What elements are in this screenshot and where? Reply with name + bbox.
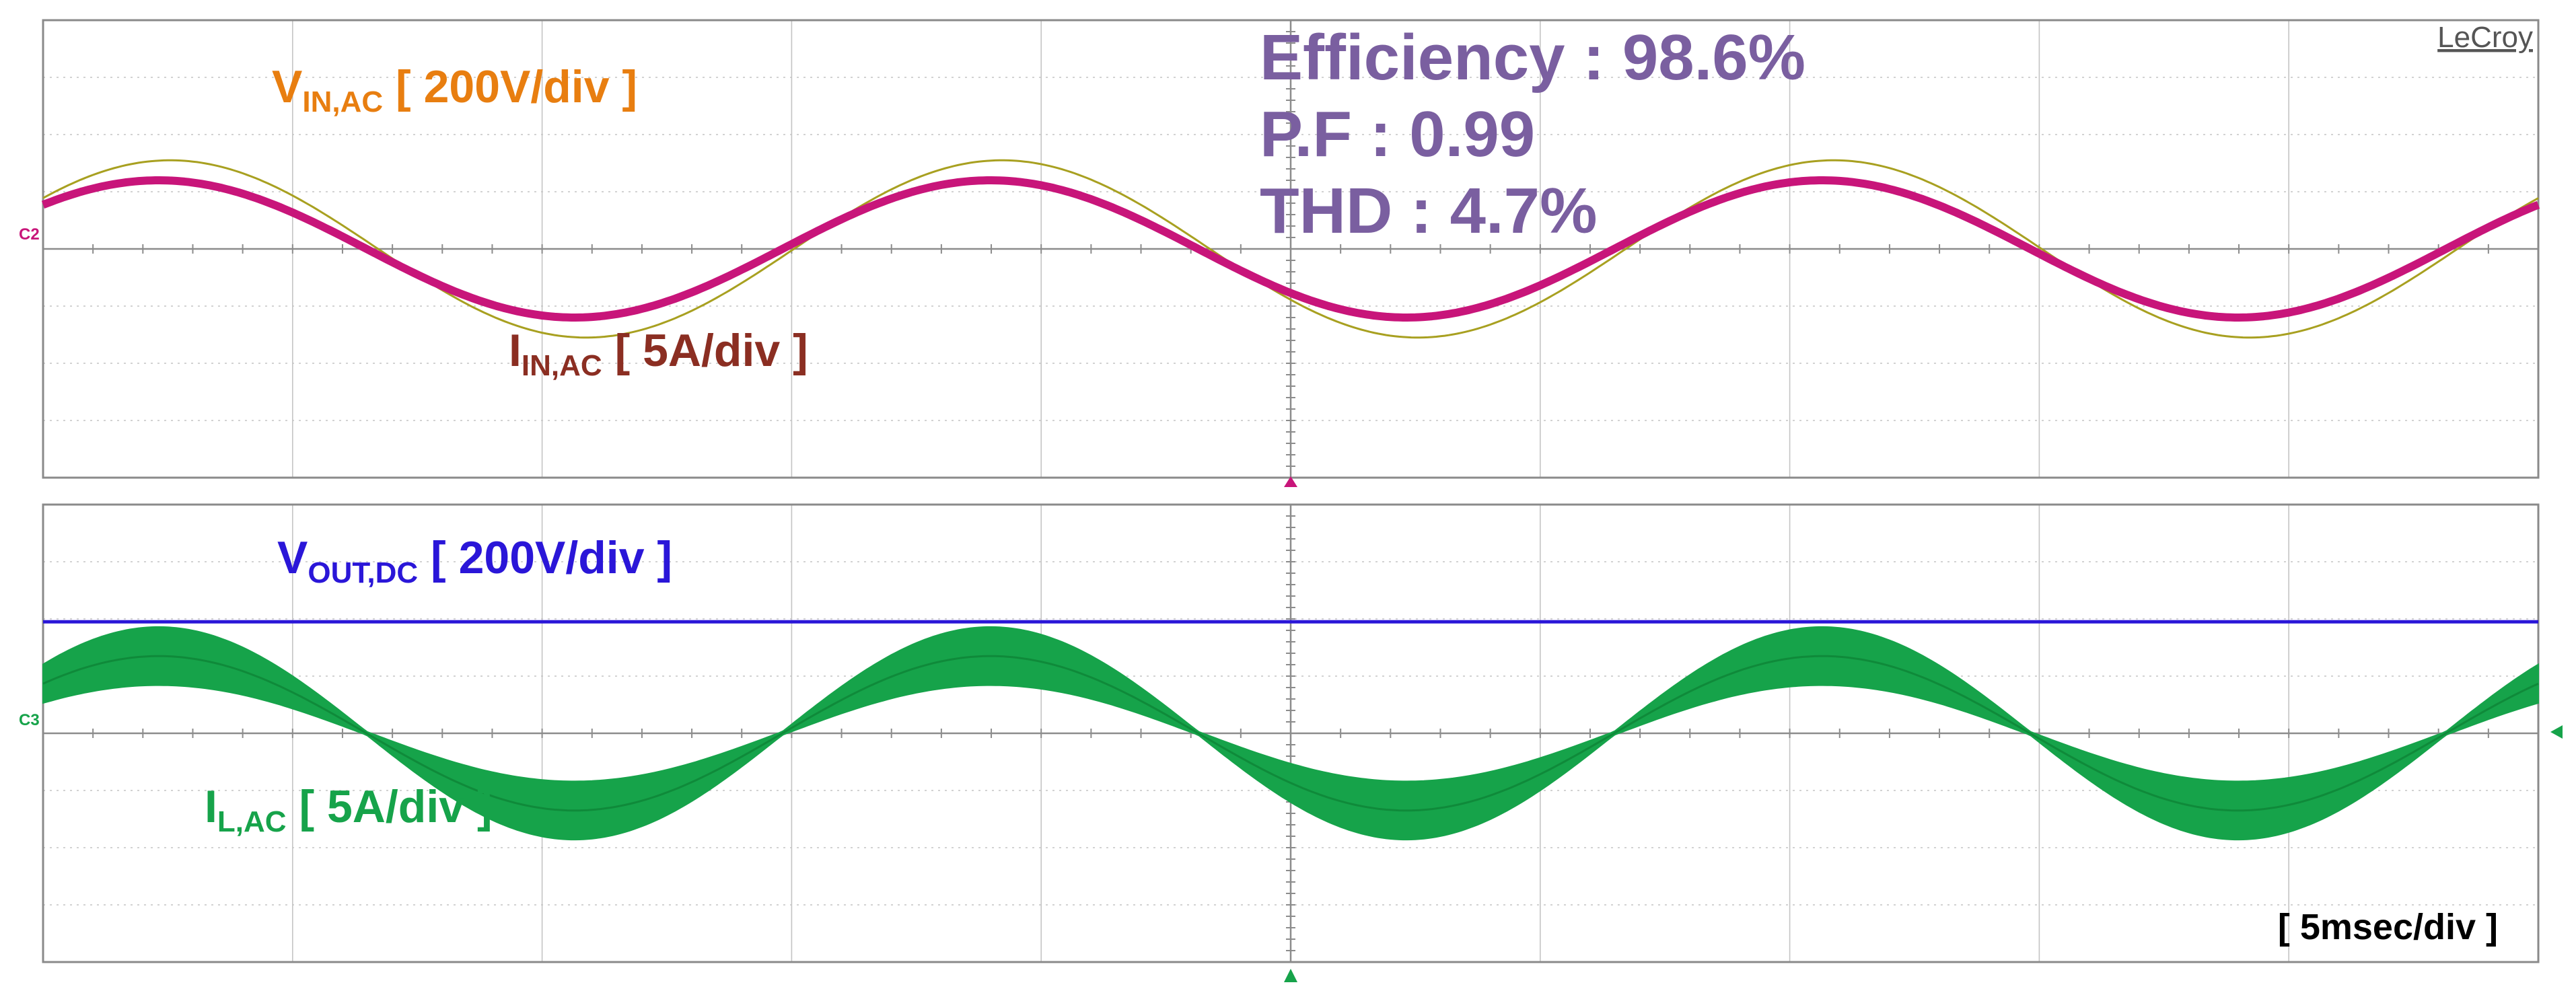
efficiency-metric: Efficiency : 98.6% xyxy=(1260,22,1805,94)
top-traces xyxy=(41,159,2540,339)
vout-label: VOUT,DC [ 200V/div ] xyxy=(277,532,672,589)
vin-label-main: V xyxy=(272,61,302,112)
vin-label-scale: [ 200V/div ] xyxy=(383,61,637,112)
power-factor-metric: P.F : 0.99 xyxy=(1260,98,1535,170)
trace-i-l-ac xyxy=(42,655,2539,812)
top-grid xyxy=(42,20,2539,478)
il-label-sub: L,AC xyxy=(217,805,287,838)
bottom-traces xyxy=(42,620,2539,841)
il-label-scale: [ 5A/div ] xyxy=(287,781,493,832)
thd-metric: THD : 4.7% xyxy=(1260,175,1597,247)
trigger-marker-bottom xyxy=(1284,969,1297,982)
vout-label-scale: [ 200V/div ] xyxy=(418,532,672,583)
vout-label-main: V xyxy=(277,532,308,583)
bottom-panel-border xyxy=(42,503,2540,963)
vin-label: VIN,AC [ 200V/div ] xyxy=(272,61,637,118)
iin-label: IIN,AC [ 5A/div ] xyxy=(509,325,808,382)
top-plot-panel xyxy=(41,19,2540,479)
trigger-marker-top xyxy=(1284,476,1297,487)
trace-v-in-ac xyxy=(42,159,2539,339)
iin-label-main: I xyxy=(509,325,522,376)
il-label-main: I xyxy=(205,781,217,832)
vout-label-sub: OUT,DC xyxy=(308,556,418,589)
channel-marker-c2: C2 xyxy=(19,225,40,244)
timebase-label: [ 5msec/div ] xyxy=(2278,907,2498,947)
channel-marker-c3: C3 xyxy=(19,711,40,729)
ch3-right-marker xyxy=(2550,725,2563,739)
vin-label-sub: IN,AC xyxy=(302,85,383,118)
iin-label-sub: IN,AC xyxy=(522,349,602,382)
trace-i-l-ac-envelope xyxy=(42,626,2539,841)
trace-i-in-ac xyxy=(41,176,2540,322)
il-label: IL,AC [ 5A/div ] xyxy=(205,781,493,838)
brand-logo-text: LeCroy xyxy=(2437,21,2533,54)
bottom-plot-panel xyxy=(42,503,2540,963)
iin-label-scale: [ 5A/div ] xyxy=(602,325,808,376)
